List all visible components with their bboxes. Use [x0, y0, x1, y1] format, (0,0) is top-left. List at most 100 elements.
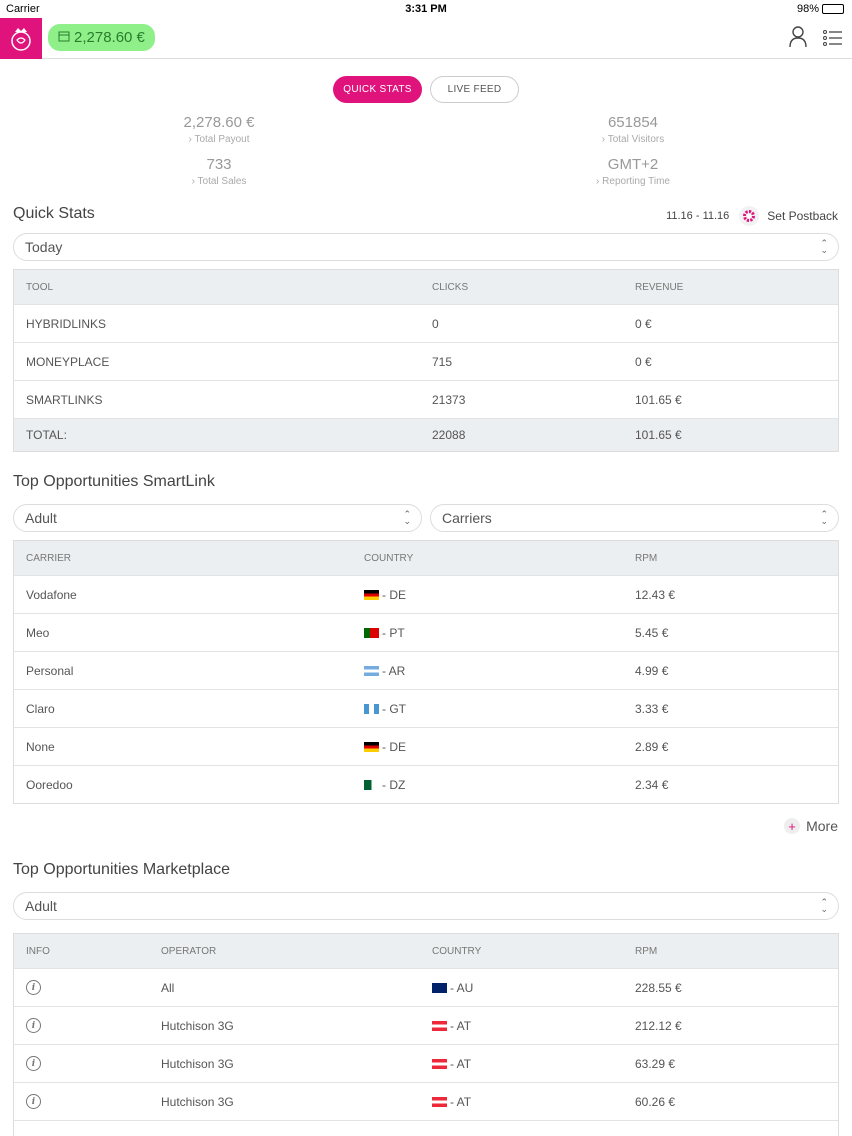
- country-cell: - AU: [432, 969, 473, 1006]
- stat-total-sales[interactable]: 733 › Total Sales: [119, 156, 319, 187]
- stat-value: 733: [206, 156, 232, 173]
- stat-total-visitors[interactable]: 651854 › Total Visitors: [533, 114, 733, 145]
- revenue-cell: 0 €: [635, 354, 652, 369]
- revenue-cell: 0 €: [635, 316, 652, 331]
- flag-at-icon: [432, 1020, 447, 1031]
- total-clicks: 22088: [432, 428, 466, 442]
- flag-pt-icon: [364, 627, 379, 638]
- stat-value: 2,278.60 €: [183, 114, 255, 131]
- total-label: TOTAL:: [26, 428, 67, 442]
- table-row-partial: [14, 1120, 838, 1136]
- table-row[interactable]: Personal - AR 4.99 €: [14, 651, 838, 689]
- select-arrows-icon: ⌃ ⌄: [403, 509, 411, 526]
- stat-value: 651854: [607, 114, 659, 131]
- column-header: CLICKS: [432, 281, 469, 293]
- rpm-cell: 60.26 €: [635, 1094, 676, 1109]
- smartlink-table: CARRIER COUNTRY RPM Vodafone - DE 12.43 …: [13, 540, 839, 804]
- stat-reporting-time[interactable]: GMT+2 › Reporting Time: [533, 156, 733, 187]
- country-cell: - AT: [432, 1045, 471, 1082]
- tab-quick-stats[interactable]: QUICK STATS: [333, 76, 422, 103]
- column-header: CARRIER: [26, 552, 72, 564]
- clock: 3:31 PM: [405, 3, 447, 15]
- column-header: OPERATOR: [161, 945, 217, 957]
- carrier-label: Carrier ︎: [6, 3, 40, 15]
- more-label: More: [806, 818, 838, 834]
- revenue-cell: 101.65 €: [635, 392, 682, 407]
- menu-list-icon[interactable]: [823, 30, 842, 51]
- table-row[interactable]: i Hutchison 3G - AT 60.26 €: [14, 1082, 838, 1120]
- select-arrows-icon: ⌃ ⌄: [820, 509, 828, 526]
- calendar-icon: [58, 29, 70, 46]
- flag-at-icon: [432, 1096, 447, 1107]
- postback-bar: 11.16 - 11.16 Set Postback: [666, 206, 838, 226]
- table-row[interactable]: SMARTLINKS 21373 101.65 €: [14, 380, 838, 418]
- gear-icon[interactable]: [739, 206, 760, 226]
- select-value: Carriers: [442, 510, 492, 526]
- rpm-cell: 4.99 €: [635, 663, 669, 678]
- date-range[interactable]: 11.16 - 11.16: [666, 210, 730, 222]
- stat-total-payout[interactable]: 2,278.60 € › Total Payout: [119, 114, 319, 145]
- table-row[interactable]: Vodafone - DE 12.43 €: [14, 575, 838, 613]
- logo-icon[interactable]: [0, 18, 42, 59]
- clicks-cell: 21373: [432, 392, 466, 407]
- rpm-cell: 212.12 €: [635, 1018, 682, 1033]
- column-header: RPM: [635, 552, 658, 564]
- carrier-cell: Claro: [26, 701, 55, 716]
- carrier-cell: Vodafone: [26, 587, 77, 602]
- table-row[interactable]: i Hutchison 3G - AT 63.29 €: [14, 1044, 838, 1082]
- status-bar: Carrier ︎ 3:31 PM 98%: [0, 0, 852, 18]
- clicks-cell: 0: [432, 316, 439, 331]
- info-icon[interactable]: i: [26, 1094, 41, 1109]
- info-icon[interactable]: i: [26, 1056, 41, 1071]
- app-header: 2,278.60 €: [0, 18, 852, 59]
- marketplace-vertical-select[interactable]: Adult ⌃ ⌄: [13, 892, 839, 920]
- rpm-cell: 5.45 €: [635, 625, 669, 640]
- column-header: RPM: [635, 945, 658, 957]
- period-select[interactable]: Today ⌃ ⌄: [13, 233, 839, 261]
- table-row[interactable]: Meo - PT 5.45 €: [14, 613, 838, 651]
- table-row[interactable]: Claro - GT 3.33 €: [14, 689, 838, 727]
- country-cell: - GT: [364, 690, 406, 727]
- select-value: Adult: [25, 898, 57, 914]
- table-row[interactable]: i Hutchison 3G - AT 212.12 €: [14, 1006, 838, 1044]
- tab-live-feed[interactable]: LIVE FEED: [430, 76, 519, 103]
- chevron-right-icon: ›: [191, 176, 195, 187]
- smartlink-type-select[interactable]: Carriers ⌃ ⌄: [430, 504, 839, 532]
- carrier-cell: Personal: [26, 663, 74, 678]
- flag-gt-icon: [364, 703, 379, 714]
- rpm-cell: 3.33 €: [635, 701, 669, 716]
- table-header: CARRIER COUNTRY RPM: [14, 541, 838, 575]
- set-postback-button[interactable]: Set Postback: [767, 209, 838, 223]
- user-icon[interactable]: [789, 26, 807, 53]
- battery-percent: 98%: [796, 3, 819, 15]
- more-button[interactable]: + More: [784, 818, 838, 834]
- table-row[interactable]: i All - AU 228.55 €: [14, 968, 838, 1006]
- info-icon[interactable]: i: [26, 1018, 41, 1033]
- stat-label: › Total Visitors: [601, 134, 665, 145]
- info-icon[interactable]: i: [26, 980, 41, 995]
- balance-badge[interactable]: 2,278.60 €: [48, 24, 155, 51]
- flag-de-icon: [364, 741, 379, 752]
- info-cell: i: [26, 1007, 41, 1044]
- quick-stats-title: Quick Stats: [13, 205, 95, 222]
- table-row[interactable]: None - DE 2.89 €: [14, 727, 838, 765]
- stat-label: › Total Payout: [188, 134, 250, 145]
- flag-ar-icon: [364, 665, 379, 676]
- smartlink-vertical-select[interactable]: Adult ⌃ ⌄: [13, 504, 422, 532]
- smartlink-title: Top Opportunities SmartLink: [13, 473, 215, 490]
- clicks-cell: 715: [432, 354, 453, 369]
- select-arrows-icon: ⌃ ⌄: [820, 897, 828, 914]
- battery-icon: [822, 4, 844, 14]
- table-header: INFO OPERATOR COUNTRY RPM: [14, 934, 838, 968]
- period-select-value: Today: [25, 239, 63, 255]
- flag-au-icon: [432, 982, 447, 993]
- info-cell: i: [26, 969, 41, 1006]
- info-cell: i: [26, 1045, 41, 1082]
- table-row[interactable]: MONEYPLACE 715 0 €: [14, 342, 838, 380]
- table-row[interactable]: HYBRIDLINKS 0 0 €: [14, 304, 838, 342]
- country-cell: - AT: [432, 1083, 471, 1120]
- table-header: TOOL CLICKS REVENUE: [14, 270, 838, 304]
- column-header: REVENUE: [635, 281, 684, 293]
- table-row[interactable]: Ooredoo - DZ 2.34 €: [14, 765, 838, 803]
- flag-dz-icon: [364, 779, 379, 790]
